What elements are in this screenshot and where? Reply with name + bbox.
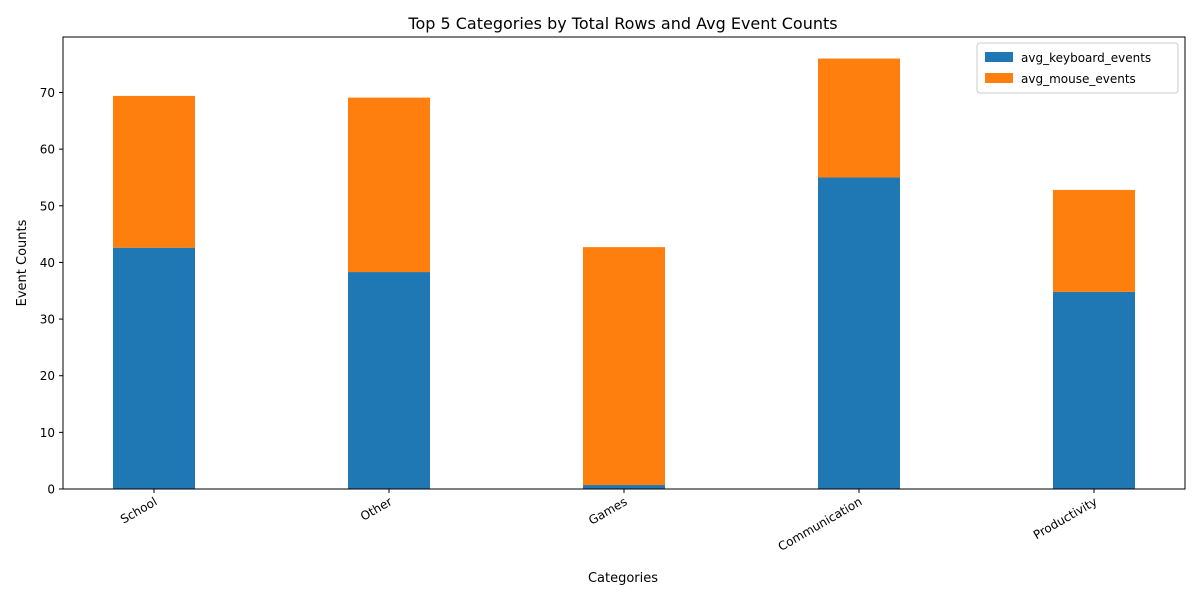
bars-layer — [113, 58, 1135, 489]
legend: avg_keyboard_events avg_mouse_events — [976, 42, 1179, 94]
y-tick-label: 70 — [40, 86, 55, 100]
y-tick-label: 50 — [40, 199, 55, 213]
bar-avg_keyboard_events-other — [348, 272, 430, 489]
bar-avg_keyboard_events-productivity — [1053, 291, 1135, 489]
y-tick-label: 60 — [40, 143, 55, 157]
y-tick-label: 10 — [40, 426, 55, 440]
x-tick-label: School — [118, 494, 160, 526]
y-tick-label: 30 — [40, 313, 55, 327]
bar-avg_keyboard_events-communication — [818, 177, 900, 489]
legend-label-avg_keyboard_events: avg_keyboard_events — [1021, 51, 1151, 65]
bar-avg_mouse_events-school — [113, 95, 195, 248]
legend-label-avg_mouse_events: avg_mouse_events — [1021, 72, 1136, 86]
x-axis: School Other Games Communication Productivit… — [118, 489, 1100, 554]
x-tick-label: Productivity — [1031, 494, 1100, 542]
bar-avg_mouse_events-communication — [818, 58, 900, 178]
y-axis: 0 10 20 30 40 50 60 70 — [40, 86, 63, 497]
chart-title: Top 5 Categories by Total Rows and Avg E… — [407, 14, 837, 33]
y-axis-label: Event Counts — [15, 219, 30, 306]
x-axis-label: Categories — [588, 571, 658, 586]
legend-swatch-avg_keyboard_events — [985, 52, 1013, 62]
x-tick-label: Communication — [776, 494, 865, 553]
y-tick-label: 40 — [40, 256, 55, 270]
bar-avg_mouse_events-other — [348, 97, 430, 273]
x-tick-label: Other — [358, 494, 395, 523]
bar-avg_keyboard_events-games — [583, 485, 665, 489]
x-tick-label: Games — [586, 494, 629, 527]
legend-swatch-avg_mouse_events — [985, 73, 1013, 83]
y-tick-label: 20 — [40, 369, 55, 383]
bar-avg_mouse_events-games — [583, 247, 665, 486]
y-tick-label: 0 — [47, 483, 55, 497]
bar-avg_mouse_events-productivity — [1053, 189, 1135, 292]
bar-avg_keyboard_events-school — [113, 247, 195, 489]
legend-box — [976, 42, 1179, 94]
